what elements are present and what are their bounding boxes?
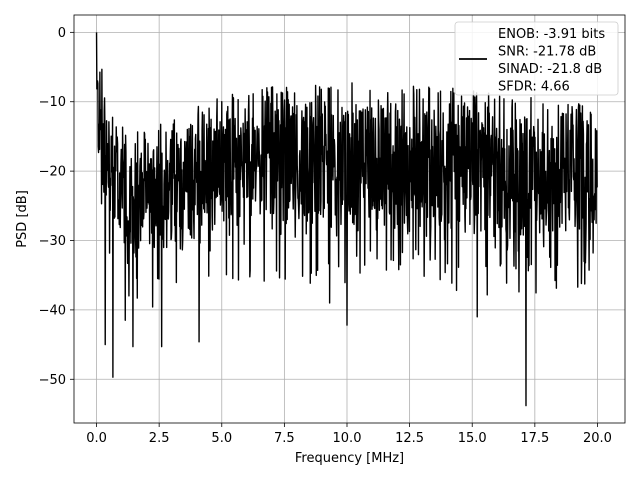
y-tick-label: −40 [39,303,66,318]
x-axis-label: Frequency [MHz] [295,451,404,466]
x-tick-label: 12.5 [395,431,424,446]
x-axis-ticks: 0.0 2.5 5.0 7.5 10.0 12.5 15.0 17.5 20.0 [86,423,612,446]
y-tick-label: −10 [39,95,66,110]
y-tick-label: −50 [39,373,66,388]
y-axis-ticks: 0 −10 −20 −30 −40 −50 [39,26,74,388]
x-tick-label: 15.0 [458,431,487,446]
series-line [95,32,598,407]
x-tick-label: 2.5 [149,431,170,446]
plot-frame [73,14,626,424]
x-tick-label: 7.5 [274,431,295,446]
plot-area [95,32,598,407]
y-axis-label: PSD [dB] [15,190,30,248]
legend-line: SINAD: -21.8 dB [498,62,602,77]
x-tick-label: 0.0 [86,431,107,446]
legend: ENOB: -3.91 bits SNR: -21.78 dB SINAD: -21… [454,21,619,96]
legend-line: SFDR: 4.66 [498,80,570,95]
legend-line: SNR: -21.78 dB [498,45,596,60]
x-tick-label: 20.0 [583,431,612,446]
x-tick-label: 10.0 [333,431,362,446]
x-tick-label: 5.0 [211,431,232,446]
legend-line: ENOB: -3.91 bits [498,27,605,42]
y-tick-label: −20 [39,165,66,180]
y-tick-label: 0 [58,26,66,41]
y-tick-label: −30 [39,234,66,249]
x-tick-label: 17.5 [520,431,549,446]
legend-entry: ENOB: -3.91 bits SNR: -21.78 dB SINAD: -21… [498,27,605,95]
legend-box [454,21,619,96]
